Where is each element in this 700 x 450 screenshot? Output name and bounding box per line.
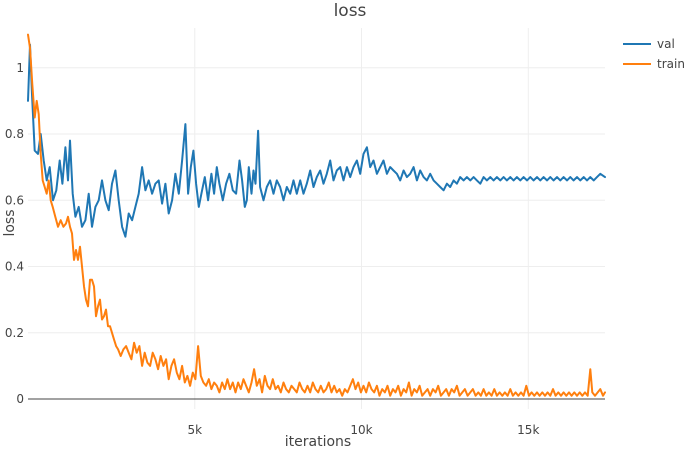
y-tick-label: 0.8: [5, 127, 24, 141]
series-layer: [27, 33, 606, 397]
y-tick-labels: 0 0.2 0.4 0.6 0.8 1: [5, 61, 24, 406]
series-line-train: [27, 33, 606, 397]
y-tick-label: 0.6: [5, 193, 24, 207]
x-tick-label: 15k: [517, 423, 539, 437]
y-axis-title: loss: [2, 209, 18, 236]
x-tick-label: 5k: [187, 423, 202, 437]
legend-label-train: train: [657, 57, 685, 71]
y-tick-label: 0.4: [5, 260, 24, 274]
y-tick-label: 0: [16, 392, 24, 406]
chart-title: loss: [334, 1, 367, 21]
y-tick-label: 0.2: [5, 326, 24, 340]
x-tick-label: 10k: [350, 423, 372, 437]
x-axis-title: iterations: [285, 434, 351, 450]
legend-item-train[interactable]: train: [623, 57, 685, 71]
legend-item-val[interactable]: val: [623, 37, 675, 51]
y-tick-label: 1: [16, 61, 24, 75]
legend[interactable]: val train: [623, 37, 685, 71]
legend-label-val: val: [657, 37, 675, 51]
gridlines: [28, 28, 605, 409]
x-tick-labels: 5k 10k 15k: [187, 423, 539, 437]
series-line-val: [27, 43, 606, 238]
